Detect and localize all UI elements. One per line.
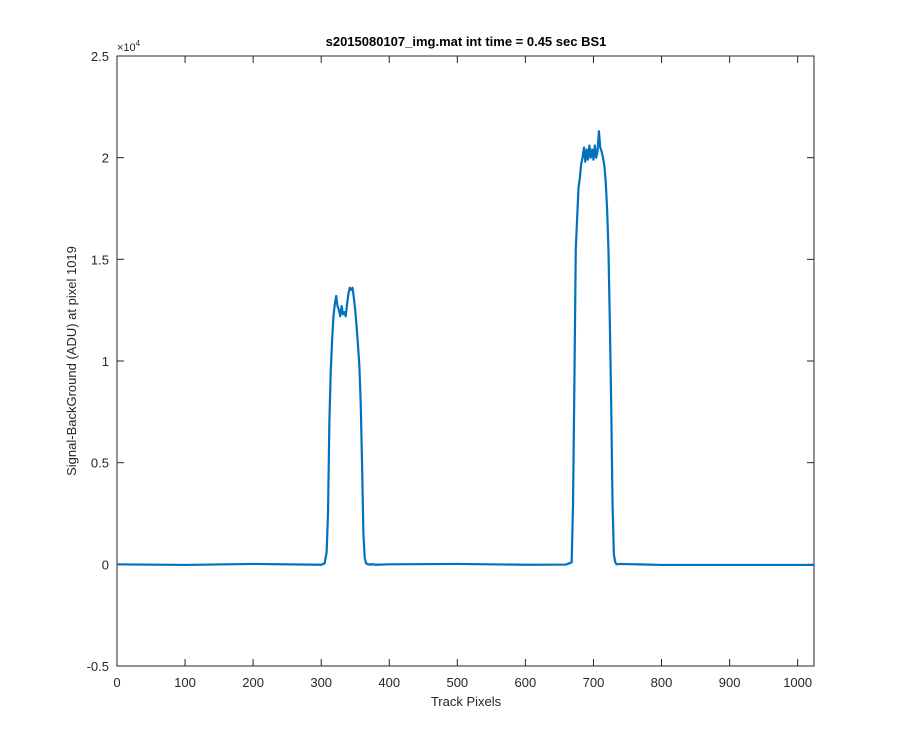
y-tick-label: 1 <box>102 354 109 369</box>
chart-title: s2015080107_img.mat int time = 0.45 sec … <box>326 34 607 49</box>
x-tick-label: 100 <box>174 675 196 690</box>
y-tick-label: -0.5 <box>87 659 109 674</box>
plot-area <box>116 55 815 667</box>
plot-frame <box>116 55 815 667</box>
x-tick-label: 200 <box>242 675 264 690</box>
x-tick-label: 700 <box>583 675 605 690</box>
y-exponent-label: ×104 <box>117 39 141 54</box>
x-tick-label: 0 <box>113 675 120 690</box>
series-layer <box>116 130 814 567</box>
series-line <box>116 130 814 567</box>
x-tick-label: 600 <box>515 675 537 690</box>
x-tick-label: 400 <box>378 675 400 690</box>
y-tick-label: 1.5 <box>91 252 109 267</box>
x-tick-label: 300 <box>310 675 332 690</box>
x-tick-label: 900 <box>719 675 741 690</box>
y-tick-label: 2 <box>102 151 109 166</box>
y-tick-label: 0 <box>102 557 109 572</box>
y-tick-label: 0.5 <box>91 456 109 471</box>
y-axis-label: Signal-BackGround (ADU) at pixel 1019 <box>64 246 79 476</box>
y-tick-label: 2.5 <box>91 49 109 64</box>
x-axis-label: Track Pixels <box>431 694 502 709</box>
x-tick-label: 800 <box>651 675 673 690</box>
x-axis: 0 100 200 300 400 500 600 700 800 900 1000 <box>113 56 812 690</box>
y-axis: -0.5 0 0.5 1 1.5 2 2.5 <box>87 49 814 674</box>
x-tick-label: 1000 <box>783 675 812 690</box>
x-tick-label: 500 <box>446 675 468 690</box>
